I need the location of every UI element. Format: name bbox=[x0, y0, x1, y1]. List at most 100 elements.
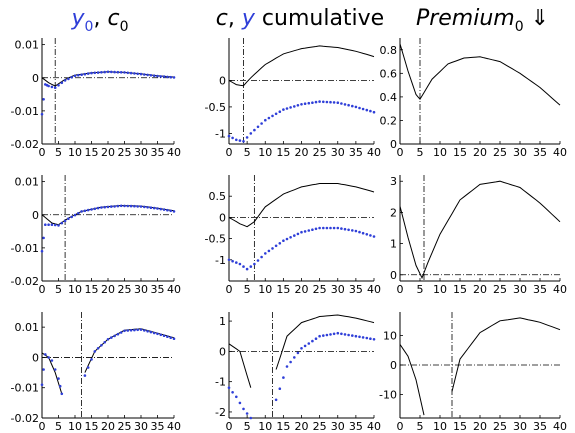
panel-2-1-blue-dot bbox=[90, 208, 93, 211]
panel-3-2-blue-dot bbox=[351, 334, 354, 337]
panel-1-1-blue-dot bbox=[50, 85, 54, 89]
panel-1-2-black-line bbox=[228, 45, 375, 87]
panel-3-2-blue-dot bbox=[340, 332, 343, 336]
panel-2-1-xtick-label: 25 bbox=[118, 283, 132, 296]
panel-1-1-xtick-label: 30 bbox=[134, 146, 148, 159]
panel-3-2-blue-dot bbox=[311, 339, 314, 343]
panel-3-2-blue-dot bbox=[329, 333, 332, 336]
panel-3-1-xtick-label: 30 bbox=[134, 420, 148, 433]
panel-2-1-blue-dot bbox=[63, 219, 67, 223]
panel-3-1-blue-dot bbox=[60, 392, 64, 396]
panel-1-1-blue-dot bbox=[116, 70, 120, 74]
title-sep: , bbox=[93, 6, 108, 31]
panel-1-3-ytick-label: 0.6 bbox=[380, 67, 398, 80]
panel-2-2-blue-dot bbox=[296, 232, 300, 236]
panel-2-2-xtick-label: 40 bbox=[367, 283, 381, 296]
title-premium-sub: 0 bbox=[514, 19, 524, 35]
panel-3-2-blue-dot bbox=[314, 337, 318, 341]
panel-1-2-xtick-label: 20 bbox=[295, 146, 309, 159]
panel-2-1-blue-dot bbox=[73, 213, 77, 217]
title-y-sub: 0 bbox=[84, 19, 94, 35]
panel-1-2-blue-dot bbox=[322, 100, 325, 104]
panel-2-2-blue-dot bbox=[354, 229, 358, 233]
title-premium: Premium bbox=[415, 6, 515, 31]
panel-1-1-blue-dot bbox=[67, 77, 70, 81]
panel-3-1-xtick-label: 15 bbox=[85, 420, 99, 433]
panel-1-2-blue-dot bbox=[278, 110, 282, 113]
panel-1-1-blue-dot bbox=[123, 71, 126, 74]
panel-3-1-xtick-label: 25 bbox=[118, 420, 132, 433]
panel-2-1-blue-dot bbox=[119, 204, 123, 208]
panel-2-1-blue-dot bbox=[67, 217, 70, 220]
panel-2-3-xtick-label: 15 bbox=[453, 283, 467, 296]
title-c: c bbox=[107, 6, 120, 31]
panel-2-2-blue-dot bbox=[282, 239, 285, 242]
panel-2-2-blue-dot bbox=[278, 242, 282, 245]
panel-2-1-blue-dot bbox=[83, 209, 87, 213]
panel-2-1-ytick-label: 0.01 bbox=[15, 176, 40, 189]
panel-3-1-ytick-label: 0.01 bbox=[15, 321, 40, 334]
panel-3-2-black-line bbox=[228, 343, 252, 388]
panel-3-1-ytick-label: 0 bbox=[32, 351, 39, 364]
panel-2-1-blue-dot bbox=[110, 205, 113, 208]
panel-3-2-blue-dot bbox=[274, 398, 278, 402]
panel-1-2-blue-dot bbox=[332, 101, 336, 104]
panel-3-1-blue-dot bbox=[126, 329, 130, 332]
panel-1-1-xtick-label: 5 bbox=[55, 146, 62, 159]
panel-1-3-xtick-label: 5 bbox=[417, 146, 424, 159]
panel-3-1-blue-dot bbox=[113, 334, 116, 338]
panel-3-3-xtick-label: 35 bbox=[533, 420, 547, 433]
panel-2-3-xtick-label: 0 bbox=[397, 283, 404, 296]
panel-3-2-xtick-label: 30 bbox=[331, 420, 345, 433]
panel-1-2-blue-dot bbox=[293, 105, 296, 108]
panel-1-2-blue-dot bbox=[282, 108, 285, 111]
title-rest: ⇓ bbox=[523, 6, 550, 31]
panel-3-2-xtick-label: 10 bbox=[258, 420, 272, 433]
panel-1-1-blue-dot bbox=[162, 75, 166, 78]
panel-2-2-ytick-label: -0.5 bbox=[205, 233, 226, 246]
panel-2-3-ytick-label: 2 bbox=[390, 206, 397, 219]
panel-1-1-blue-dot bbox=[169, 75, 172, 79]
panel-1-1-xtick-label: 20 bbox=[101, 146, 115, 159]
panel-2-2-blue-dot bbox=[372, 235, 376, 238]
panel-1-1-blue-dot bbox=[149, 74, 153, 77]
panel-1-1-blue-dot bbox=[159, 75, 163, 78]
panel-1-3-xtick-label: 40 bbox=[553, 146, 567, 159]
panel-1-3-xtick-label: 15 bbox=[453, 146, 467, 159]
panel-3-1-blue-dot bbox=[47, 356, 50, 359]
panel-2-1-blue-dot bbox=[146, 206, 149, 209]
panel-3-2-blue-dot bbox=[285, 365, 289, 368]
panel-2-1-xtick-label: 30 bbox=[134, 283, 148, 296]
panel-1-2-blue-dot bbox=[354, 105, 358, 109]
panel-2-2-xtick-label: 5 bbox=[244, 283, 251, 296]
panel-1-2-blue-dot bbox=[343, 103, 347, 106]
panel-1-3-ytick-label: 0.2 bbox=[380, 114, 398, 127]
panel-1-2-blue-dot bbox=[361, 107, 365, 111]
panel-1-2-blue-dot bbox=[303, 102, 307, 105]
title-sep: , bbox=[227, 6, 242, 31]
panel-3-2-blue-dot bbox=[227, 386, 231, 390]
panel-2-2-blue-dot bbox=[329, 226, 332, 230]
panel-2-3-xtick-label: 30 bbox=[513, 283, 527, 296]
panel-1-1-blue-dot bbox=[156, 74, 159, 78]
panel-2-1-blue-dot bbox=[40, 249, 44, 253]
panel-1-2-xtick-label: 0 bbox=[226, 146, 233, 159]
panel-1-2-ytick-label: 0 bbox=[219, 74, 226, 87]
panel-1-2-xtick-label: 15 bbox=[276, 146, 290, 159]
panel-1-2-blue-dot bbox=[227, 134, 231, 138]
panel-1-2-blue-dot bbox=[235, 138, 238, 142]
panel-2-1-blue-dot bbox=[129, 204, 133, 208]
panel-1-2-blue-dot bbox=[260, 122, 263, 125]
panel-2-3-ytick-label: 3 bbox=[390, 175, 397, 188]
panel-3-1-blue-dot bbox=[172, 337, 176, 341]
panel-3-1-blue-dot bbox=[133, 328, 136, 332]
panel-1-1-xtick-label: 40 bbox=[167, 146, 181, 159]
panel-3-2-blue-dot bbox=[332, 332, 336, 336]
panel-1-1-blue-dot bbox=[152, 74, 156, 77]
panel-2-2-blue-dot bbox=[274, 244, 278, 248]
panel-1-2-blue-dot bbox=[369, 109, 372, 113]
panel-3-1-blue-dot bbox=[129, 329, 133, 332]
panel-1-2-blue-dot bbox=[325, 100, 329, 104]
panel-3-3-xtick-label: 10 bbox=[433, 420, 447, 433]
panel-2-1-ytick-label: -0.01 bbox=[11, 242, 39, 255]
